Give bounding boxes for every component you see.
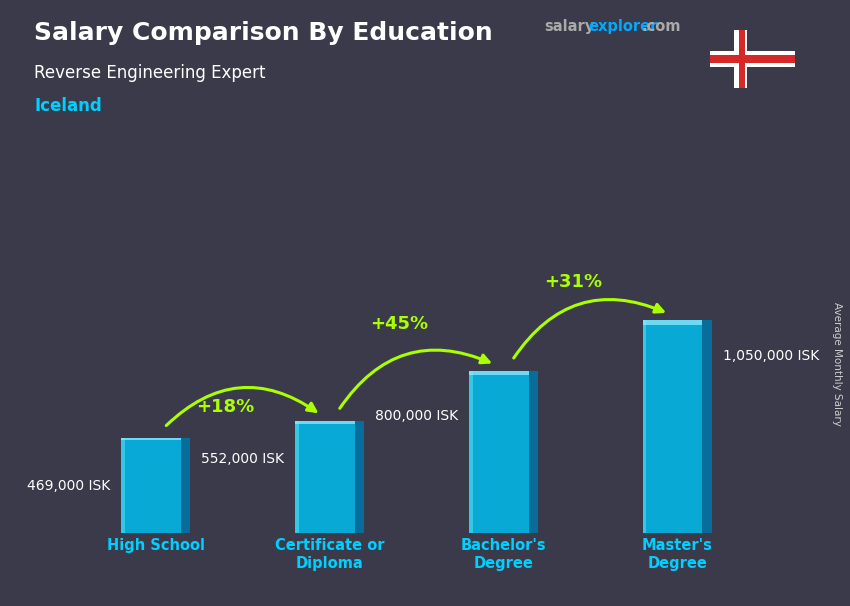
Text: 1,050,000 ISK: 1,050,000 ISK: [722, 350, 819, 364]
Bar: [643, 320, 702, 325]
Bar: [121, 438, 125, 533]
Text: Reverse Engineering Expert: Reverse Engineering Expert: [34, 64, 265, 82]
Text: 800,000 ISK: 800,000 ISK: [375, 410, 458, 424]
Bar: [739, 30, 745, 88]
Bar: [702, 320, 712, 533]
Bar: [529, 371, 538, 533]
Bar: [710, 51, 795, 67]
Text: explorer: explorer: [588, 19, 658, 35]
Bar: [734, 30, 747, 88]
Text: Average Monthly Salary: Average Monthly Salary: [832, 302, 842, 425]
Text: +31%: +31%: [544, 273, 602, 291]
Bar: [354, 421, 365, 533]
Text: +18%: +18%: [196, 398, 254, 416]
Text: 469,000 ISK: 469,000 ISK: [27, 479, 110, 493]
Text: salary: salary: [544, 19, 594, 35]
Bar: [121, 438, 180, 440]
Text: Iceland: Iceland: [34, 97, 102, 115]
Text: Salary Comparison By Education: Salary Comparison By Education: [34, 21, 493, 45]
Bar: [121, 438, 180, 533]
Bar: [295, 421, 354, 424]
Text: 552,000 ISK: 552,000 ISK: [201, 452, 284, 467]
Bar: [468, 371, 473, 533]
Bar: [468, 371, 529, 375]
Bar: [710, 55, 795, 63]
Bar: [643, 320, 702, 533]
Bar: [643, 320, 647, 533]
Bar: [295, 421, 354, 533]
Bar: [180, 438, 190, 533]
Text: +45%: +45%: [370, 315, 428, 333]
Text: .com: .com: [642, 19, 681, 35]
Bar: [468, 371, 529, 533]
Bar: [295, 421, 298, 533]
